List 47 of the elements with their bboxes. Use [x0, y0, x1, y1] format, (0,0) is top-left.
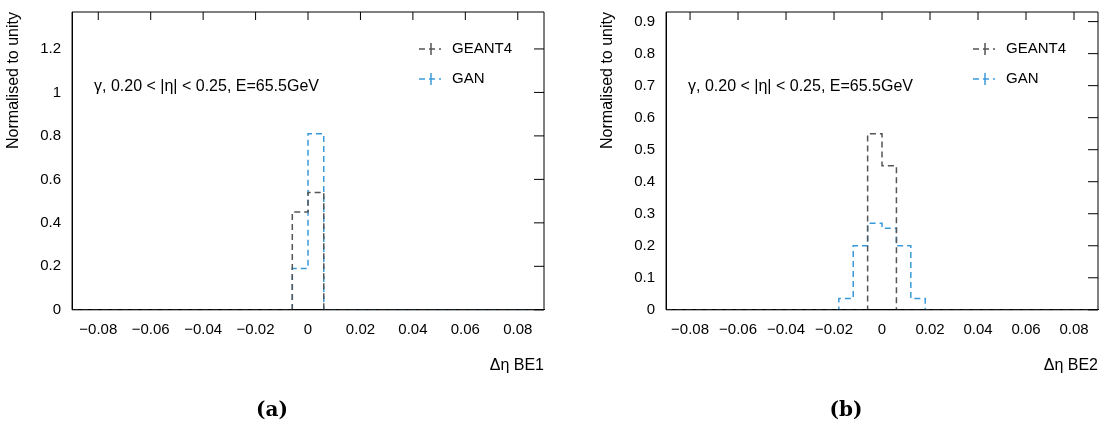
- y-tick-label: 0.4: [634, 171, 656, 189]
- x-tick-label: 0.08: [503, 319, 533, 337]
- x-axis-title: Δη BE1: [489, 355, 545, 373]
- x-axis-title: Δη BE2: [1043, 355, 1099, 373]
- y-tick-label: 0.8: [634, 43, 656, 61]
- x-tick-label: 0.08: [1059, 319, 1089, 337]
- y-tick-label: 0.9: [634, 11, 656, 29]
- legend-label: GEANT4: [1006, 39, 1067, 57]
- legend-label: GAN: [452, 69, 485, 87]
- y-tick-label: 0: [646, 299, 656, 317]
- text: (a): [256, 397, 288, 422]
- annotation: γ, 0.20 < |η| < 0.25, E=65.5GeV: [688, 77, 914, 95]
- x-tick-label: 0: [877, 319, 887, 337]
- y-tick-label: 1: [52, 82, 62, 100]
- x-tick-label: 0: [303, 319, 313, 337]
- text: (b): [829, 397, 863, 422]
- y-tick-label: 1.2: [40, 39, 62, 57]
- x-tick-label: 0.04: [963, 319, 993, 337]
- y-tick-label: 0.5: [634, 139, 656, 157]
- x-tick-label: −0.08: [671, 319, 710, 337]
- x-tick-label: −0.02: [815, 319, 854, 337]
- y-tick-label: 0.7: [634, 75, 656, 93]
- y-tick-label: 0.6: [634, 107, 656, 125]
- y-axis-title: Normalised to unity: [4, 12, 22, 149]
- y-tick-label: 0.2: [40, 256, 62, 274]
- x-tick-label: −0.04: [767, 319, 806, 337]
- annotation: γ, 0.20 < |η| < 0.25, E=65.5GeV: [94, 77, 320, 95]
- x-tick-label: −0.06: [719, 319, 758, 337]
- x-tick-label: −0.06: [131, 319, 170, 337]
- x-tick-label: −0.04: [184, 319, 223, 337]
- y-tick-label: 0: [52, 299, 62, 317]
- y-tick-label: 0.8: [40, 126, 62, 144]
- x-tick-label: 0.06: [1011, 319, 1041, 337]
- y-tick-label: 0.1: [634, 267, 656, 285]
- legend-label: GEANT4: [452, 39, 513, 57]
- y-tick-label: 0.4: [40, 212, 62, 230]
- x-tick-label: 0.06: [450, 319, 480, 337]
- x-tick-label: 0.02: [915, 319, 945, 337]
- y-tick-label: 0.2: [634, 235, 656, 253]
- legend-label: GAN: [1006, 69, 1039, 87]
- y-tick-label: 0.3: [634, 203, 656, 221]
- x-tick-label: 0.02: [345, 319, 376, 337]
- y-tick-label: 0.6: [40, 169, 62, 187]
- x-tick-label: 0.04: [398, 319, 428, 337]
- x-tick-label: −0.08: [79, 319, 118, 337]
- x-tick-label: −0.02: [236, 319, 275, 337]
- y-axis-title: Normalised to unity: [598, 12, 616, 149]
